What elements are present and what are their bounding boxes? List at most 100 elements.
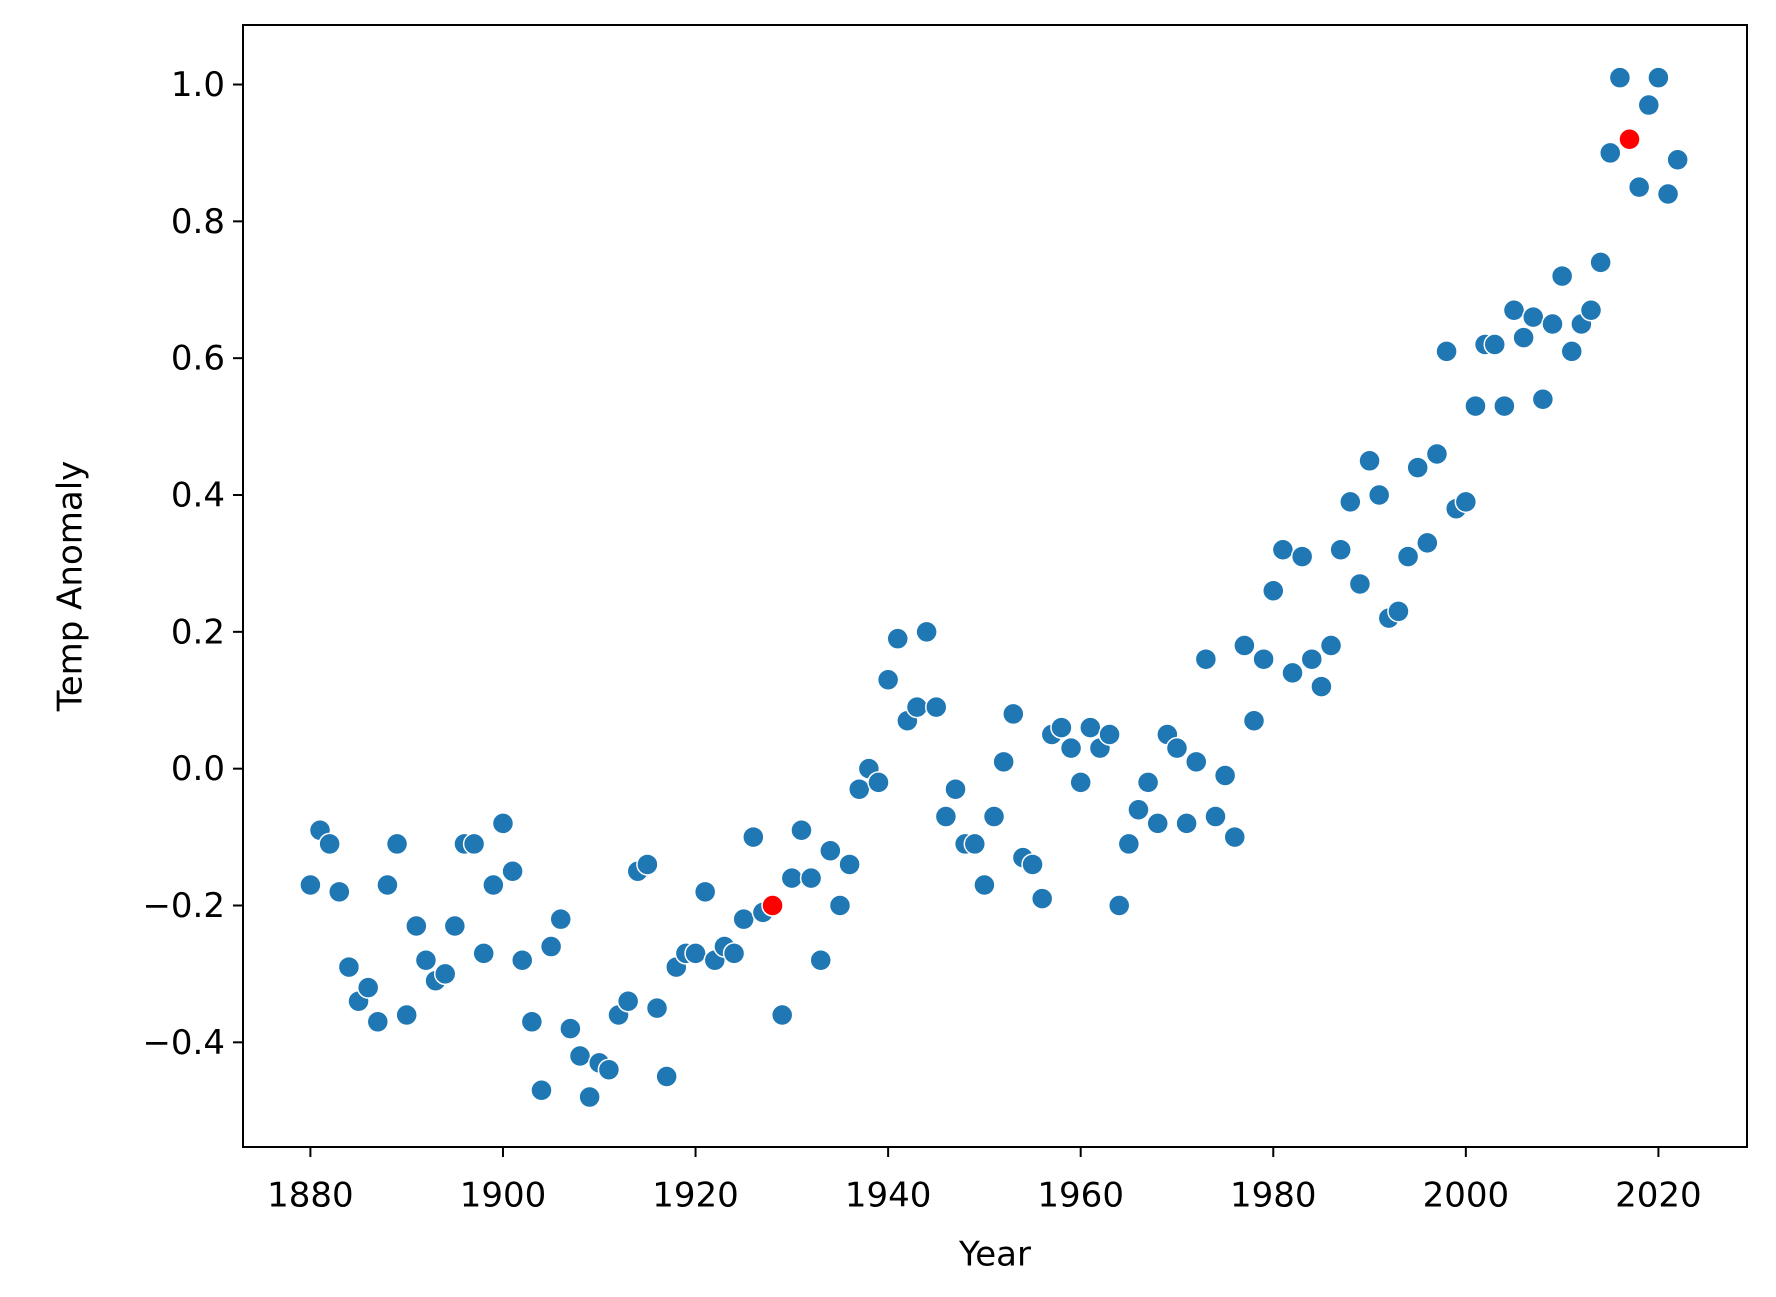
data-point [963,832,987,856]
data-point [1541,312,1564,336]
data-point [385,832,409,856]
data-point [1300,647,1324,671]
data-point [1454,490,1478,514]
data-point [1656,182,1680,206]
data-point [1618,128,1641,151]
data-point [732,907,755,931]
data-point [1213,764,1237,787]
data-point [790,818,813,842]
data-point [616,990,640,1013]
data-point [501,860,524,883]
data-point [973,873,996,897]
data-point [1521,305,1545,329]
x-tick-label: 1880 [267,1176,354,1216]
data-point [780,866,804,890]
data-point [1021,853,1044,876]
data-point [1348,572,1372,596]
data-point [1030,887,1054,910]
data-point [1107,894,1131,917]
y-tick-label: 0.8 [171,202,225,242]
data-point [1608,66,1632,89]
data-point [356,976,380,999]
data-point [1550,264,1574,288]
data-point [1599,141,1622,165]
data-point [1637,93,1661,117]
data-point [944,777,967,801]
data-point [1367,483,1391,507]
data-point [530,1078,553,1102]
data-point [1647,66,1670,89]
data-point [742,825,765,849]
data-point [761,894,784,917]
data-point [1098,723,1121,746]
data-point [982,805,1006,828]
data-point [578,1085,601,1109]
y-tick-label: 0.2 [171,612,225,652]
y-tick-label: −0.4 [142,1023,225,1063]
data-point [1079,716,1102,739]
data-point [1512,326,1535,349]
data-point [462,832,486,856]
data-point [1069,771,1092,794]
x-tick-label: 1980 [1230,1176,1317,1216]
data-point [1425,442,1449,466]
data-point [1358,449,1381,473]
data-point [1194,647,1218,671]
data-point [520,1010,544,1034]
data-point [1281,661,1304,685]
data-point [414,948,438,972]
data-point [934,805,958,828]
data-point [1493,394,1516,418]
data-point [867,771,890,794]
data-point [395,1003,418,1027]
data-point [886,627,910,650]
data-point [472,942,495,965]
data-point [1223,825,1247,849]
data-point [693,880,717,904]
data-point [1666,148,1689,172]
data-point [328,880,351,904]
data-point [491,812,515,835]
data-point [1406,456,1429,479]
data-point [1310,675,1333,698]
data-point [1165,736,1189,760]
data-point [482,873,505,897]
x-tick-label: 1920 [652,1176,739,1216]
data-point [1290,545,1314,568]
data-point [1329,538,1352,561]
plot-frame [242,24,1748,1148]
x-tick-label: 2020 [1615,1176,1702,1216]
data-point [655,1065,678,1088]
data-point [1396,545,1420,568]
data-point [915,620,938,644]
x-axis-label: Year [958,1235,1031,1275]
data-point [433,962,457,986]
data-point [847,777,871,801]
data-point [539,935,563,958]
data-point [1117,832,1141,856]
data-point [1579,299,1603,322]
data-point [1002,702,1025,726]
data-point [1502,299,1526,322]
data-point [809,948,832,972]
data-point [1483,333,1506,356]
data-point [1252,647,1275,671]
data-point [1531,387,1555,411]
data-point [819,839,842,863]
data-point [636,853,659,876]
data-point [828,894,852,917]
data-point [1589,251,1612,274]
data-point [992,750,1015,774]
data-point [376,873,399,897]
data-point [905,695,929,719]
data-point [568,1044,592,1068]
data-point [443,914,467,938]
data-point [1271,538,1295,561]
y-tick-label: 0.6 [171,339,225,379]
data-point [722,942,746,965]
data-point [925,695,948,719]
data-point [770,1003,794,1027]
data-point [299,873,322,897]
